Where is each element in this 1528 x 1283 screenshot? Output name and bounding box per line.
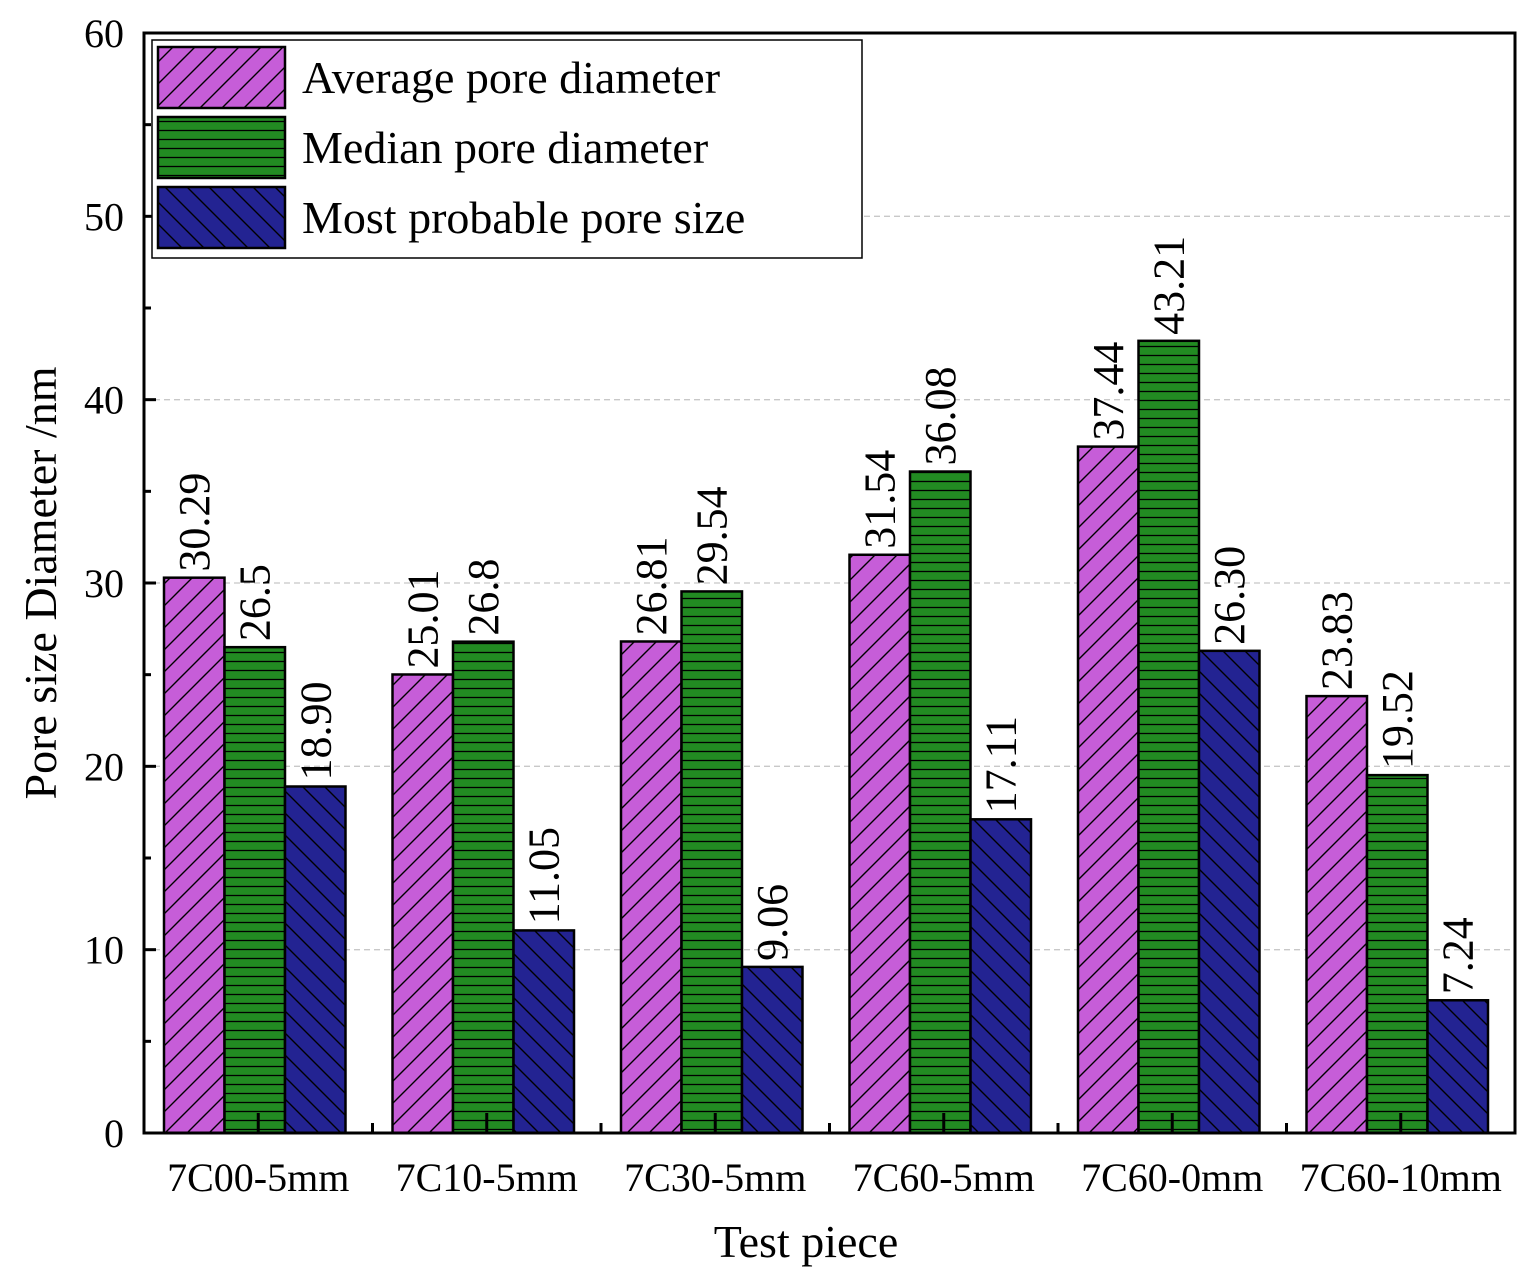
bar: [451, 640, 515, 1135]
bar: [391, 673, 455, 1135]
y-tick-label: 40: [84, 378, 124, 423]
y-tick-label: 30: [84, 561, 124, 606]
legend-label: Median pore diameter: [302, 122, 708, 173]
bar: [283, 785, 347, 1135]
data-label: 31.54: [856, 450, 905, 549]
bar: [1197, 649, 1261, 1135]
x-tick-label: 7C10-5mm: [396, 1155, 578, 1200]
data-label: 9.06: [748, 884, 797, 961]
bar: [223, 645, 287, 1135]
data-label: 43.21: [1145, 236, 1194, 335]
bar: [1076, 445, 1140, 1135]
bar: [1305, 694, 1369, 1135]
legend: Average pore diameter Median pore diamete…: [151, 39, 863, 259]
data-label: 26.5: [231, 564, 280, 641]
bar: [740, 965, 804, 1135]
data-label: 17.11: [977, 716, 1026, 813]
legend-swatch: [156, 185, 287, 250]
y-tick-label: 10: [84, 928, 124, 973]
x-tick-label: 7C60-0mm: [1081, 1155, 1263, 1200]
bars: [162, 339, 1490, 1135]
legend-swatch: [156, 115, 287, 180]
bar: [1426, 999, 1490, 1135]
x-tick-label: 7C60-5mm: [853, 1155, 1035, 1200]
data-label: 19.52: [1373, 670, 1422, 769]
data-label: 30.29: [170, 473, 219, 572]
data-label: 7.24: [1434, 917, 1483, 994]
bar: [969, 818, 1033, 1135]
data-label: 36.08: [916, 367, 965, 466]
data-label: 26.30: [1205, 546, 1254, 645]
bar: [162, 576, 226, 1135]
bar: [619, 640, 683, 1135]
data-label: 26.8: [459, 559, 508, 636]
legend-label: Average pore diameter: [302, 52, 720, 103]
x-tick-label: 7C60-10mm: [1300, 1155, 1502, 1200]
x-tick-label: 7C00-5mm: [167, 1155, 349, 1200]
bar: [512, 929, 576, 1135]
y-axis-title: Pore size Diameter /nm: [15, 366, 66, 799]
bar: [1365, 773, 1429, 1135]
gridlines: [144, 215, 1515, 951]
data-label: 18.90: [291, 682, 340, 781]
bar: [1137, 339, 1201, 1135]
y-tick-label: 50: [84, 194, 124, 239]
y-tick-label: 0: [104, 1111, 124, 1156]
axes: 0 10 20 30 40 50 60 7C00-5mm 7C10-5mm 7C30-5mm 7C6…: [84, 11, 1502, 1200]
bar: [680, 590, 744, 1135]
legend-swatch: [156, 45, 287, 110]
bar: [848, 553, 912, 1135]
data-label: 23.83: [1313, 591, 1362, 690]
y-tick-label: 20: [84, 744, 124, 789]
y-tick-label: 60: [84, 11, 124, 56]
data-label: 11.05: [520, 827, 569, 924]
data-label: 25.01: [399, 569, 448, 668]
x-axis-title: Test piece: [714, 1216, 899, 1267]
x-tick-label: 7C30-5mm: [624, 1155, 806, 1200]
data-label: 37.44: [1084, 342, 1133, 441]
data-label: 26.81: [627, 536, 676, 635]
legend-label: Most probable pore size: [302, 192, 745, 243]
bar: [908, 470, 972, 1135]
data-label: 29.54: [688, 486, 737, 585]
